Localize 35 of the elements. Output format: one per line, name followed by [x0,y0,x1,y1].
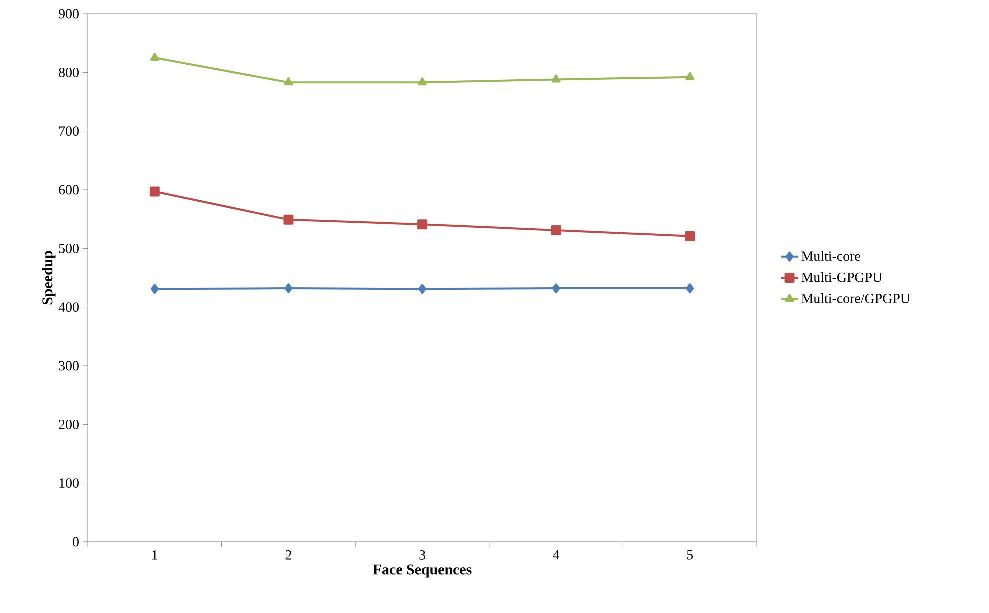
y-tick-label: 900 [59,9,79,19]
y-tick-label: 600 [59,185,79,195]
point [685,231,696,242]
point [418,78,427,86]
point [418,284,426,294]
y-tick-label: 300 [59,361,79,371]
y-tick-label: 400 [58,302,79,312]
y-axis-title: Speedup [42,251,56,305]
y-tick-label: 800 [59,68,79,78]
y-tick-label: 500 [59,244,79,254]
point [551,225,562,236]
point [686,284,694,294]
y-tick-label: 100 [60,478,79,488]
point [552,284,560,294]
point [284,284,293,294]
point [150,53,160,61]
point [284,214,294,225]
y-tick-label: 200 [59,420,79,430]
point [418,220,428,230]
legend-label: Multi-GPGPU [802,272,882,282]
legend-label: Multi-core/GPGPU [802,294,910,304]
y-tick-label: 700 [59,126,79,136]
y-tick-label: 0 [73,537,79,547]
point [284,78,294,86]
point [686,72,695,80]
point [150,284,159,294]
point [552,74,561,83]
x-tick-label: 5 [687,550,694,560]
legend-label: Multi-core [802,251,860,262]
x-axis-title: Face Sequences [373,564,472,578]
x-tick-label: 1 [152,550,158,560]
x-tick-label: 4 [553,550,560,560]
x-tick-label: 3 [420,550,426,560]
x-tick-label: 2 [286,550,292,560]
point [150,186,160,197]
